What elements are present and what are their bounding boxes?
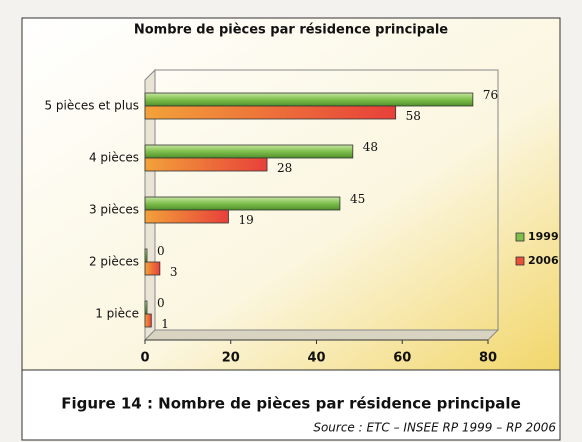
y-tick-label: 4 pièces (89, 151, 139, 165)
y-tick-label: 5 pièces et plus (44, 99, 139, 113)
bar (144, 92, 474, 107)
bar (144, 300, 148, 315)
chart-frame (21, 17, 561, 371)
caption: Figure 14 : Nombre de pièces par résiden… (61, 395, 521, 413)
bar (144, 144, 354, 159)
legend-swatch (515, 256, 525, 266)
caption-box (21, 369, 561, 441)
bar (144, 196, 341, 211)
bar (144, 248, 148, 263)
bar (144, 105, 397, 120)
y-tick-label: 1 pièce (95, 307, 139, 321)
value-label: 58 (406, 109, 421, 123)
x-tick-label: 80 (479, 351, 497, 366)
x-tick-label: 0 (140, 351, 149, 366)
x-tick-label: 20 (222, 351, 240, 366)
value-label: 0 (157, 296, 165, 310)
chart-title: Nombre de pièces par résidence principal… (134, 23, 448, 38)
value-label: 1 (161, 317, 169, 331)
legend-label: 1999 (528, 230, 559, 243)
source: Source : ETC – INSEE RP 1999 – RP 2006 (313, 421, 556, 435)
value-label: 19 (238, 213, 253, 227)
bar (144, 261, 161, 276)
value-label: 0 (157, 244, 165, 258)
legend-swatch (515, 232, 525, 242)
x-tick-label: 60 (393, 351, 411, 366)
value-label: 45 (350, 192, 365, 206)
y-tick-label: 3 pièces (89, 203, 139, 217)
legend-label: 2006 (528, 254, 559, 267)
x-tick-label: 40 (307, 351, 325, 366)
bar (144, 313, 152, 328)
value-label: 3 (170, 265, 178, 279)
y-tick-label: 2 pièces (89, 255, 139, 269)
floor (143, 329, 500, 341)
value-label: 76 (483, 88, 498, 102)
bar (144, 157, 268, 172)
value-label: 28 (277, 161, 292, 175)
bar (144, 209, 229, 224)
value-label: 48 (363, 140, 378, 154)
